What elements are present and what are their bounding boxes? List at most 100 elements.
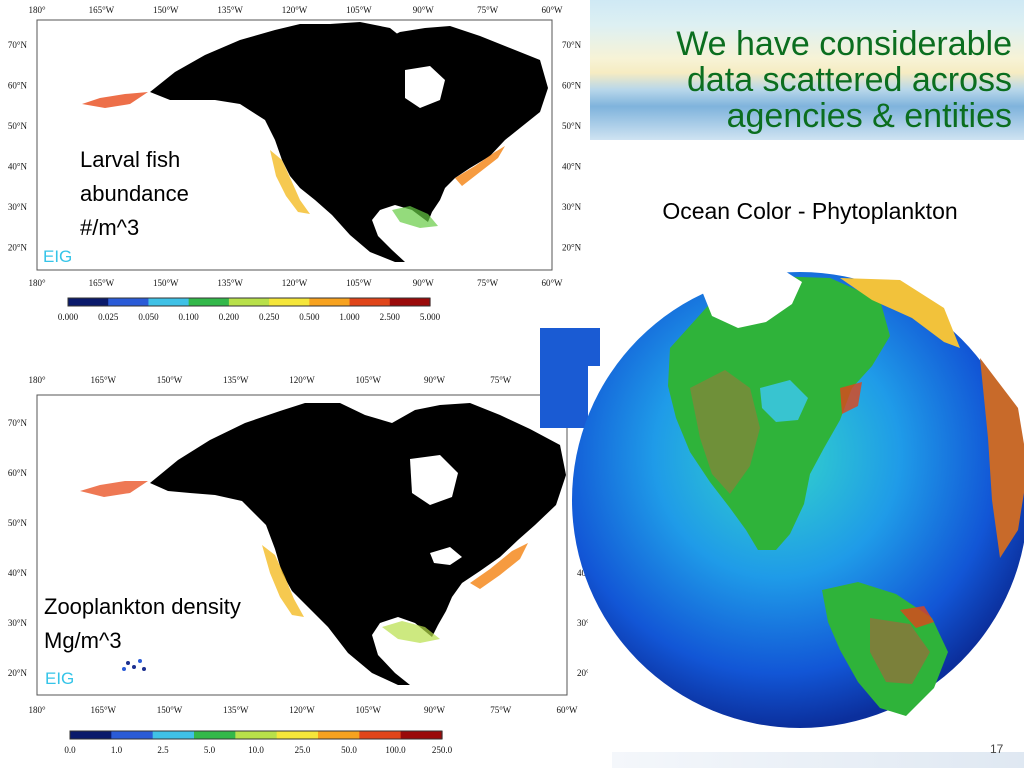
top-map-lon-label: 150°W bbox=[153, 5, 179, 15]
bottom-map-colorbar-segment bbox=[111, 731, 154, 739]
top-map-lon-label: 180° bbox=[28, 278, 46, 288]
top-map-colorbar-segment bbox=[188, 298, 230, 306]
top-map-lon-label: 60°W bbox=[541, 5, 563, 15]
top-map-colorbar bbox=[67, 297, 431, 307]
bottom-map-colorbar-segment bbox=[318, 731, 360, 739]
top-map-latitude-labels-left: 70°N 60°N 50°N 40°N 30°N 20°N bbox=[8, 40, 28, 253]
title-line-2: data scattered across bbox=[686, 61, 1012, 99]
globe-south-america-interior bbox=[870, 618, 930, 684]
top-map-colorbar-border bbox=[67, 297, 431, 307]
bottom-map-colorbar-label: 0.0 bbox=[64, 745, 76, 755]
top-map-lon-label: 180° bbox=[28, 5, 46, 15]
bottom-map-hudson-bay bbox=[410, 455, 458, 505]
top-map-lon-label: 165°W bbox=[89, 278, 115, 288]
top-map-lon-label: 135°W bbox=[217, 5, 243, 15]
bottom-map-lat-label: 30°N bbox=[8, 618, 28, 628]
top-map-lon-label: 105°W bbox=[346, 278, 372, 288]
top-map-lon-label: 75°W bbox=[477, 5, 499, 15]
bottom-map-lat-label: 50°N bbox=[8, 518, 28, 528]
bottom-map-lat-label: 40°N bbox=[8, 568, 28, 578]
top-map-colorbar-label: 2.500 bbox=[380, 312, 401, 322]
bottom-map-great-lakes bbox=[430, 547, 462, 565]
bottom-map-lon-label: 90°W bbox=[424, 705, 446, 715]
title-line-1: We have considerable bbox=[676, 25, 1012, 63]
bottom-map-lon-label: 165°W bbox=[90, 705, 116, 715]
top-map-lon-label: 75°W bbox=[477, 278, 499, 288]
top-map-hudson-bay bbox=[405, 66, 445, 108]
bottom-map-lat-label: 20°N bbox=[577, 668, 597, 678]
bottom-map-longitude-labels-top: 180°165°W150°W135°W120°W105°W90°W75°W60°… bbox=[28, 375, 578, 385]
globe-greenland-edge bbox=[840, 278, 960, 348]
bottom-map-colorbar-label: 10.0 bbox=[248, 745, 264, 755]
bottom-map-landmass bbox=[150, 403, 566, 685]
top-map-colorbar-labels: 0.000 0.025 0.050 0.100 0.200 0.250 0.500 1.000… bbox=[58, 312, 441, 322]
bottom-map-lon-label: 135°W bbox=[223, 705, 249, 715]
bottom-map-lon-label: 150°W bbox=[157, 375, 183, 385]
globe-bloom-east bbox=[840, 382, 862, 414]
zooplankton-map: 180° 165°W 150°W 135°W 120°W 105°W 90°W 75°W 60°… bbox=[8, 375, 597, 755]
top-map-lon-label: 120°W bbox=[282, 278, 308, 288]
top-map-lon-label: 165°W bbox=[89, 5, 115, 15]
bottom-map-colorbar-border bbox=[69, 730, 443, 740]
top-map-eastcoast-hotspot bbox=[455, 146, 505, 186]
bottom-map-blue-points bbox=[122, 659, 146, 671]
larval-fish-label-line-3: #/m^3 bbox=[80, 215, 140, 240]
bottom-map-gulf-hotspot bbox=[382, 621, 440, 643]
bottom-map-latitude-labels-left: 70°N 60°N 50°N 40°N 30°N 20°N bbox=[8, 418, 28, 678]
larval-fish-label-line-2: abundance bbox=[80, 181, 189, 206]
bottom-map-lat-label: 60°N bbox=[8, 468, 28, 478]
larval-fish-map: 180° 165°W 150°W 135°W 120°W 105°W 90°W 75°W 60°… bbox=[8, 5, 582, 322]
top-map-colorbar-label: 0.500 bbox=[299, 312, 320, 322]
bottom-map-colorbar-segment bbox=[400, 731, 443, 739]
bottom-map-lon-label: 105°W bbox=[355, 705, 381, 715]
title-banner bbox=[590, 0, 1024, 140]
globe-land-brown bbox=[690, 370, 760, 494]
bottom-map-lon-label: 60°W bbox=[556, 705, 578, 715]
zooplankton-label-line-1: Zooplankton density bbox=[44, 594, 241, 619]
top-map-lat-label: 70°N bbox=[8, 40, 28, 50]
bottom-map-lon-label: 180° bbox=[28, 705, 46, 715]
bottom-map-lon-label: 105°W bbox=[355, 375, 381, 385]
ocean-color-globe bbox=[540, 268, 1024, 746]
slide-number: 17 bbox=[990, 742, 1004, 756]
top-map-lat-label: 20°N bbox=[8, 243, 28, 253]
top-map-colorbar-segment bbox=[108, 298, 150, 306]
top-map-colorbar-label: 0.050 bbox=[138, 312, 159, 322]
bottom-map-colorbar-label: 50.0 bbox=[341, 745, 357, 755]
bottom-map-colorbar-segment bbox=[359, 731, 402, 739]
top-map-westcoast-hotspot bbox=[270, 150, 310, 214]
top-map-lat-label: 50°N bbox=[562, 121, 582, 131]
bottom-map-lon-label: 135°W bbox=[223, 375, 249, 385]
top-map-lat-label: 60°N bbox=[8, 81, 28, 91]
top-map-lon-label: 90°W bbox=[413, 5, 435, 15]
bottom-map-colorbar-label: 5.0 bbox=[204, 745, 216, 755]
bottom-map-colorbar-segment bbox=[70, 731, 112, 739]
bottom-map-colorbar-segment bbox=[152, 731, 195, 739]
top-map-longitude-labels-top: 180° 165°W 150°W 135°W 120°W 105°W 90°W 75°W 60°… bbox=[28, 5, 563, 15]
top-map-lat-label: 70°N bbox=[562, 40, 582, 50]
bottom-map-lat-label: 20°N bbox=[8, 668, 28, 678]
bottom-map-lon-label: 75°W bbox=[490, 705, 512, 715]
top-map-lat-label: 30°N bbox=[562, 202, 582, 212]
bottom-map-longitude-labels-bottom: 180° 165°W 150°W 135°W 120°W 105°W 90°W 75°W 60°… bbox=[28, 705, 578, 715]
bottom-map-colorbar-labels: 0.0 1.0 2.5 5.0 10.0 25.0 50.0 100.0 250.0 bbox=[64, 745, 452, 755]
globe-arctic-ice bbox=[700, 268, 802, 328]
top-map-colorbar-segment bbox=[389, 298, 431, 306]
bottom-map-lat-label: 70°N bbox=[8, 418, 28, 428]
top-map-lon-label: 150°W bbox=[153, 278, 179, 288]
bottom-map-lon-label: 180° bbox=[28, 375, 46, 385]
top-map-lon-label: 105°W bbox=[346, 5, 372, 15]
slide-title: We have considerable data scattered acro… bbox=[592, 26, 1012, 134]
top-map-colorbar-label: 0.000 bbox=[58, 312, 79, 322]
top-map-lon-label: 120°W bbox=[282, 5, 308, 15]
top-map-colorbar-segment bbox=[349, 298, 391, 306]
bottom-map-lon-label: 120°W bbox=[289, 375, 315, 385]
top-map-colorbar-label: 1.000 bbox=[339, 312, 360, 322]
bottom-map-colorbar-label: 100.0 bbox=[385, 745, 406, 755]
larval-fish-label-line-1: Larval fish bbox=[80, 147, 181, 172]
bottom-map-lon-label: 75°W bbox=[490, 375, 512, 385]
bottom-map-colorbar-label: 1.0 bbox=[111, 745, 123, 755]
bottom-map-lon-label: 120°W bbox=[289, 705, 315, 715]
bottom-map-lon-label: 90°W bbox=[424, 375, 446, 385]
top-map-colorbar-label: 0.025 bbox=[98, 312, 119, 322]
